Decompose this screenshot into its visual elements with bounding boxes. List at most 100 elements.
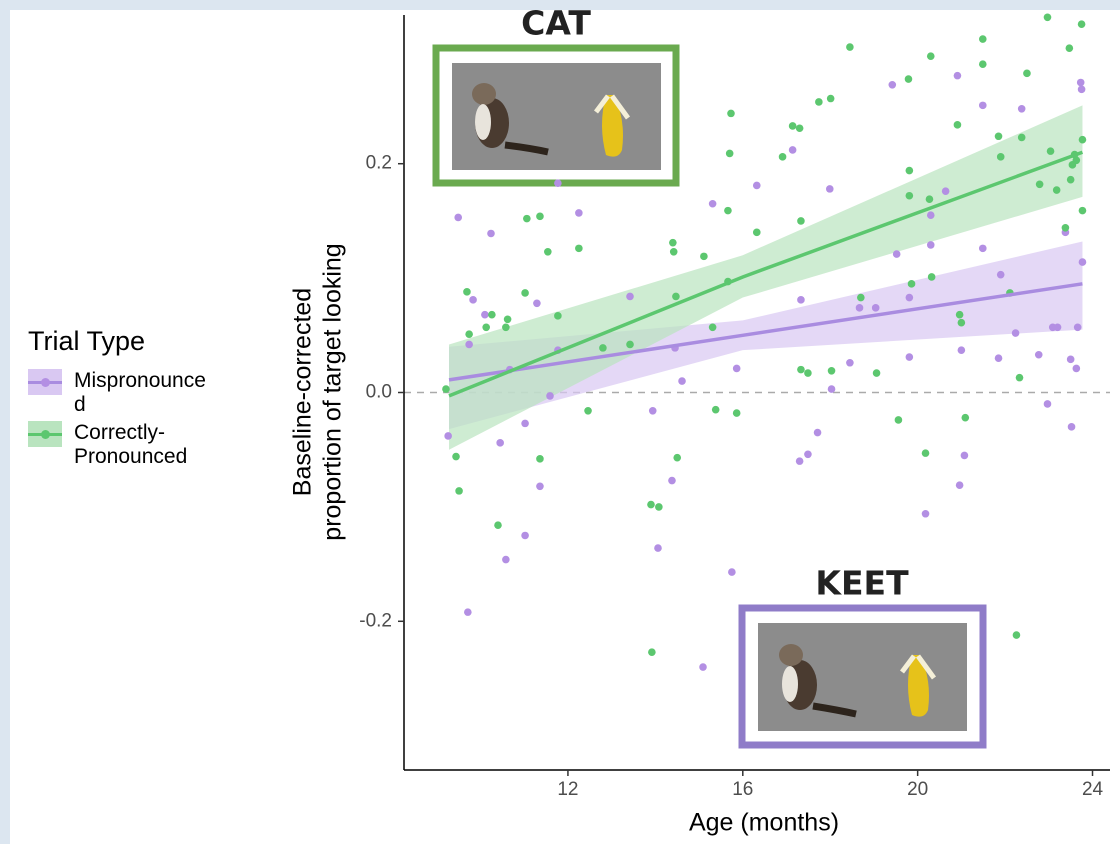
legend: Trial Type Mispronounced Correctly-Pronou…: [28, 326, 268, 473]
data-point: [575, 209, 583, 217]
data-point: [494, 521, 502, 529]
legend-entry: Mispronounced: [28, 369, 268, 417]
fit-line: [448, 150, 1084, 398]
data-point: [926, 52, 935, 60]
data-point: [788, 122, 797, 130]
data-point: [1035, 180, 1044, 189]
banana-peel: [594, 94, 631, 120]
data-point: [941, 187, 950, 195]
cat-head: [472, 83, 496, 105]
data-point: [955, 310, 964, 319]
data-point: [1078, 206, 1087, 215]
data-point: [496, 439, 504, 447]
data-point: [1077, 85, 1086, 94]
data-point: [978, 60, 987, 68]
data-point: [728, 568, 736, 576]
data-point: [1015, 373, 1024, 382]
data-point: [584, 407, 592, 415]
data-point: [673, 453, 682, 462]
data-point: [978, 101, 987, 110]
legend-key: [28, 369, 62, 395]
y-tick-label: 0.0: [366, 382, 392, 403]
confidence-ribbon: [449, 105, 1083, 450]
data-point: [1066, 355, 1075, 364]
cat-head: [779, 644, 803, 666]
data-point: [925, 195, 934, 203]
data-point: [855, 304, 864, 312]
data-point: [953, 121, 962, 129]
data-point: [732, 409, 741, 417]
legend-label: Correctly-Pronounced: [74, 421, 188, 468]
x-tick-label: 16: [732, 779, 753, 800]
x-tick-label: 24: [1082, 779, 1104, 800]
legend-label: Mispronounced: [74, 369, 206, 416]
data-point: [487, 229, 495, 238]
data-point: [502, 323, 510, 332]
data-point: [894, 416, 903, 424]
data-point: [678, 377, 686, 385]
data-point: [1078, 258, 1087, 266]
data-point: [521, 419, 529, 428]
data-point: [826, 94, 835, 103]
data-point: [669, 238, 677, 247]
keet-picture: [738, 604, 987, 749]
data-point: [1061, 223, 1070, 232]
data-point: [957, 318, 966, 327]
annotation: CAT: [521, 4, 591, 43]
cat-chest: [475, 104, 491, 140]
data-point: [626, 340, 634, 349]
data-point: [871, 304, 880, 312]
cat-chest: [782, 666, 798, 702]
data-point: [502, 555, 510, 564]
x-tick-label: 12: [557, 779, 578, 800]
banana: [908, 655, 929, 717]
data-point: [481, 310, 489, 319]
data-point: [827, 366, 836, 375]
data-point: [927, 273, 936, 281]
data-point: [825, 185, 834, 193]
data-point: [1072, 156, 1081, 165]
data-point: [544, 247, 552, 256]
data-point: [523, 214, 531, 223]
annotation: KEET: [815, 564, 909, 603]
data-point: [907, 280, 916, 288]
data-point: [857, 293, 865, 302]
data-point: [503, 315, 512, 324]
plot-layer: [404, 13, 1110, 671]
data-point: [961, 413, 970, 422]
data-point: [452, 452, 460, 461]
data-point: [536, 482, 544, 491]
data-point: [648, 407, 657, 415]
y-tick-label: -0.2: [359, 610, 392, 631]
data-point: [955, 481, 964, 489]
legend-entry: Correctly-Pronounced: [28, 421, 268, 469]
data-point: [795, 457, 804, 465]
legend-dot: [41, 378, 50, 387]
data-point: [926, 211, 935, 219]
data-point: [778, 153, 787, 161]
data-point: [554, 179, 562, 187]
data-point: [482, 323, 490, 332]
data-point: [648, 648, 656, 656]
data-point: [454, 213, 463, 222]
data-point: [957, 346, 966, 354]
data-point: [996, 270, 1005, 279]
data-point: [463, 288, 471, 296]
y-axis-title: proportion of target looking: [319, 243, 347, 540]
data-point: [536, 455, 544, 463]
data-point: [1017, 133, 1026, 142]
data-point: [1076, 78, 1085, 87]
data-point: [804, 369, 812, 377]
data-point: [953, 71, 962, 80]
y-tick-label: 0.2: [366, 153, 392, 174]
fit-line: [448, 282, 1083, 382]
data-point: [905, 293, 914, 302]
data-point: [1067, 423, 1076, 431]
data-point: [1078, 135, 1087, 144]
data-point: [724, 206, 732, 215]
legend-title: Trial Type: [28, 326, 146, 356]
data-point: [711, 405, 720, 414]
cat-tail: [504, 141, 549, 156]
data-point: [554, 312, 562, 320]
